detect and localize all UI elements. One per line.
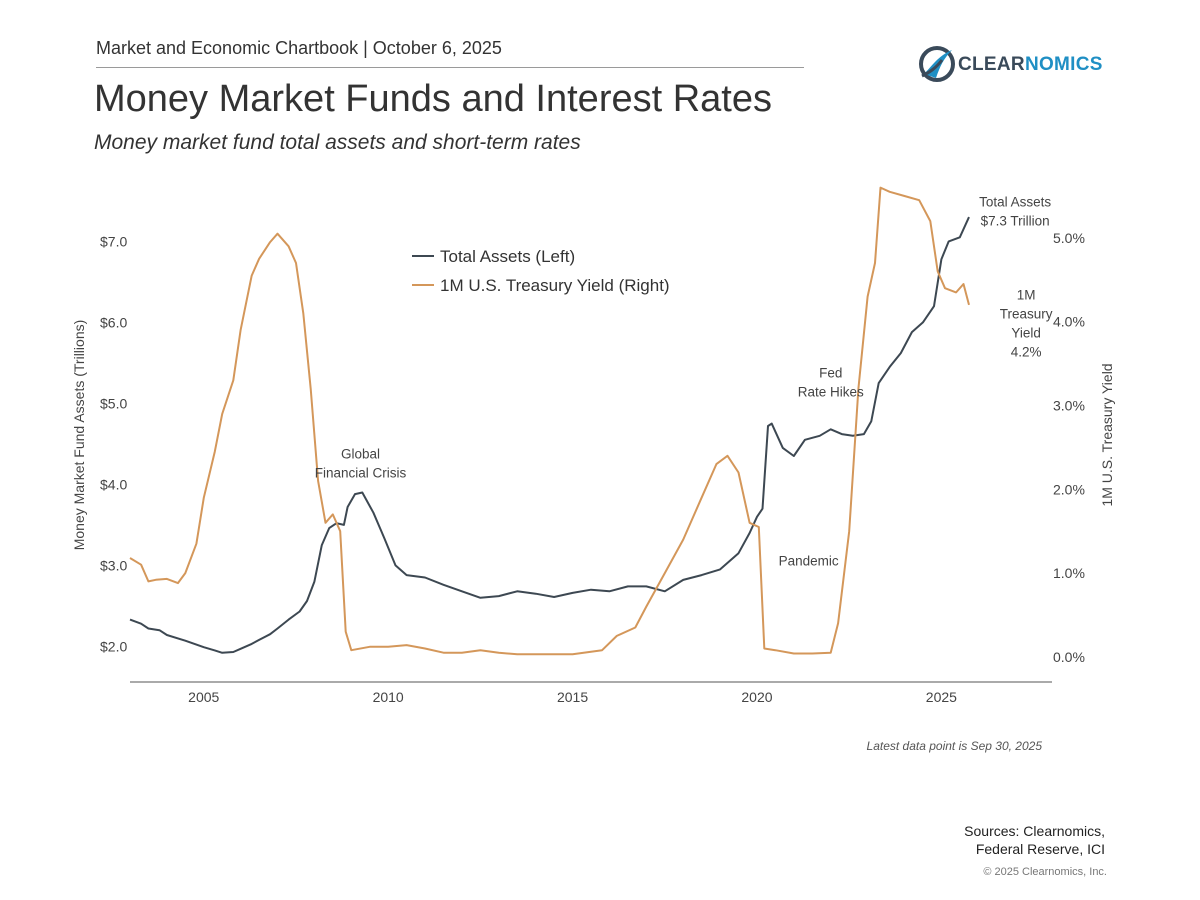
right-tick-label: 4.0% [1053,314,1085,330]
x-tick-label: 2005 [188,689,219,705]
annotation-yield-end: Treasury [1000,307,1053,322]
header-divider [96,67,804,68]
right-tick-label: 5.0% [1053,230,1085,246]
annotation-yield-end: 1M [1017,288,1036,303]
sources-line-1: Sources: Clearnomics, [964,823,1105,839]
left-tick-label: $2.0 [100,638,127,654]
left-tick-label: $4.0 [100,476,127,492]
legend-label: Total Assets (Left) [440,247,575,266]
right-axis-label: 1M U.S. Treasury Yield [1099,363,1115,506]
annotation-gfc: Global [341,446,380,461]
annotation-pandemic: Pandemic [779,553,839,568]
clearnomics-logo: CLEARNOMICS [918,44,1118,84]
annotation-gfc: Financial Crisis [315,465,407,480]
x-tick-label: 2020 [741,689,772,705]
page-title: Money Market Funds and Interest Rates [94,78,772,120]
annotation-yield-end: 4.2% [1011,345,1042,360]
latest-data-note: Latest data point is Sep 30, 2025 [866,739,1042,753]
copyright: © 2025 Clearnomics, Inc. [983,866,1107,878]
left-tick-label: $5.0 [100,395,127,411]
page-subtitle: Money market fund total assets and short… [94,131,581,154]
x-tick-label: 2010 [373,689,404,705]
right-tick-label: 2.0% [1053,481,1085,497]
x-tick-label: 2015 [557,689,588,705]
left-tick-label: $3.0 [100,557,127,573]
annotation-fed: Rate Hikes [798,384,864,399]
left-tick-label: $6.0 [100,314,127,330]
annotation-assets-end: $7.3 Trillion [981,214,1050,229]
annotation-yield-end: Yield [1011,326,1041,341]
left-tick-label: $7.0 [100,233,127,249]
legend-label: 1M U.S. Treasury Yield (Right) [440,276,670,295]
logo-text-clear: CLEAR [958,54,1025,75]
right-tick-label: 3.0% [1053,397,1085,413]
left-axis-label: Money Market Fund Assets (Trillions) [71,320,87,551]
x-tick-label: 2025 [926,689,957,705]
right-tick-label: 0.0% [1053,649,1085,665]
sources-line-2: Federal Reserve, ICI [975,841,1105,857]
logo-wordmark: CLEARNOMICS [958,54,1103,76]
clearnomics-swoosh-icon [919,46,955,82]
right-tick-label: 1.0% [1053,565,1085,581]
annotation-assets-end: Total Assets [979,195,1051,210]
logo-text-nomics: NOMICS [1024,54,1103,75]
chartbook-header: Market and Economic Chartbook | October … [96,38,502,58]
annotation-fed: Fed [819,365,842,380]
treasury-yield-line [129,186,970,656]
sources: Sources: Clearnomics, Federal Reserve, I… [964,822,1105,858]
